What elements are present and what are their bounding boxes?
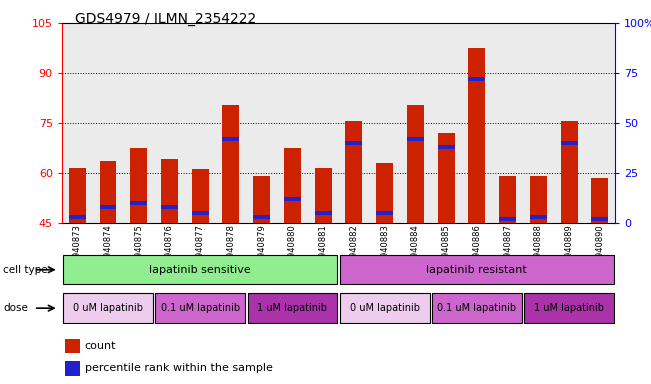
Bar (340, 293, 430, 323)
Bar (192, 211, 208, 215)
Bar (65, 339, 80, 353)
Bar (314, 168, 331, 223)
Bar (253, 176, 270, 223)
Bar (156, 293, 245, 323)
Bar (407, 104, 424, 223)
Bar (65, 361, 80, 376)
Bar (376, 211, 393, 215)
Bar (223, 104, 240, 223)
Bar (530, 176, 547, 223)
Bar (69, 168, 86, 223)
Bar (499, 217, 516, 221)
Bar (561, 141, 577, 145)
Text: lapatinib sensitive: lapatinib sensitive (149, 265, 251, 275)
Bar (432, 293, 521, 323)
Bar (340, 255, 614, 285)
Bar (524, 293, 614, 323)
Text: lapatinib resistant: lapatinib resistant (426, 265, 527, 275)
Bar (314, 211, 331, 215)
Bar (161, 205, 178, 209)
Text: GDS4979 / ILMN_2354222: GDS4979 / ILMN_2354222 (75, 12, 256, 25)
Bar (591, 217, 608, 221)
Bar (376, 163, 393, 223)
Bar (253, 215, 270, 219)
Bar (100, 161, 117, 223)
Text: percentile rank within the sample: percentile rank within the sample (85, 363, 273, 373)
Bar (346, 141, 363, 145)
Text: 1 uM lapatinib: 1 uM lapatinib (534, 303, 604, 313)
Bar (284, 148, 301, 223)
Bar (63, 255, 337, 285)
Text: 0 uM lapatinib: 0 uM lapatinib (350, 303, 420, 313)
Bar (530, 215, 547, 219)
Text: cell type: cell type (3, 265, 48, 275)
Bar (499, 176, 516, 223)
Text: 0.1 uM lapatinib: 0.1 uM lapatinib (437, 303, 516, 313)
Bar (437, 133, 454, 223)
Text: 0.1 uM lapatinib: 0.1 uM lapatinib (161, 303, 240, 313)
Text: count: count (85, 341, 117, 351)
Bar (69, 215, 86, 219)
Bar (161, 159, 178, 223)
Bar (561, 121, 577, 223)
Bar (130, 201, 147, 205)
Bar (63, 293, 153, 323)
Bar (284, 197, 301, 201)
Text: dose: dose (3, 303, 28, 313)
Bar (100, 205, 117, 209)
Text: 0 uM lapatinib: 0 uM lapatinib (73, 303, 143, 313)
Bar (192, 169, 208, 223)
Text: 1 uM lapatinib: 1 uM lapatinib (257, 303, 327, 313)
Bar (591, 178, 608, 223)
Bar (437, 145, 454, 149)
Bar (223, 137, 240, 141)
Bar (469, 77, 485, 81)
Bar (346, 121, 363, 223)
Bar (469, 48, 485, 223)
Bar (407, 137, 424, 141)
Bar (247, 293, 337, 323)
Bar (130, 148, 147, 223)
